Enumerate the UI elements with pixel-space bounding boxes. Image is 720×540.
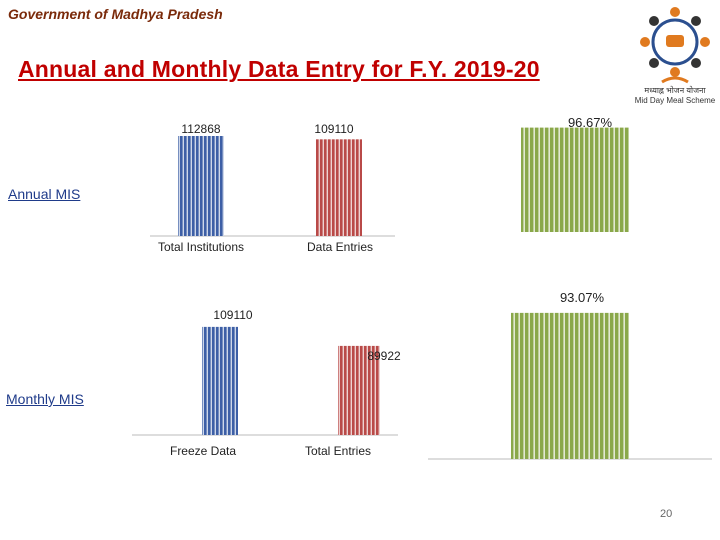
label-monthly-percentage: 93.07% bbox=[560, 290, 605, 305]
label-freeze-data-value: 109110 bbox=[213, 308, 252, 322]
logo-emblem-icon bbox=[640, 7, 710, 84]
page-title: Annual and Monthly Data Entry for F.Y. 2… bbox=[18, 56, 540, 82]
monthly-percent-chart: 93.07% bbox=[428, 290, 712, 460]
annual-mis-label: Annual MIS bbox=[8, 186, 81, 202]
label-data-entries-value: 109110 bbox=[314, 122, 353, 136]
category-data-entries: Data Entries bbox=[307, 240, 373, 254]
annual-count-chart: 112868 109110 Total Institutions Data En… bbox=[150, 122, 395, 254]
category-total-entries: Total Entries bbox=[305, 444, 371, 458]
annual-percent-chart: 96.67% bbox=[521, 115, 629, 232]
label-total-institutions-value: 112868 bbox=[181, 122, 220, 136]
category-freeze-data: Freeze Data bbox=[170, 444, 236, 458]
page-number: 20 bbox=[660, 508, 673, 520]
bar-freeze-data bbox=[202, 326, 238, 435]
monthly-mis-label: Monthly MIS bbox=[6, 391, 84, 407]
logo-caption-hindi: मध्याह्न भोजन योजना bbox=[644, 86, 706, 95]
bar-total-institutions bbox=[178, 136, 224, 236]
label-total-entries-value: 89922 bbox=[367, 349, 401, 363]
bar-monthly-percentage bbox=[511, 312, 629, 459]
mid-day-meal-logo: मध्याह्न भोजन योजना Mid Day Meal Scheme bbox=[632, 2, 718, 106]
bar-total-entries bbox=[338, 345, 380, 435]
monthly-count-chart: 109110 89922 Freeze Data Total Entries bbox=[132, 308, 401, 458]
organization-header: Government of Madhya Pradesh bbox=[8, 6, 223, 22]
label-annual-percentage: 96.67% bbox=[568, 115, 613, 130]
bar-annual-percentage bbox=[521, 127, 629, 232]
category-total-institutions: Total Institutions bbox=[158, 240, 244, 254]
bar-data-entries bbox=[316, 139, 362, 236]
logo-caption-english: Mid Day Meal Scheme bbox=[634, 96, 716, 105]
